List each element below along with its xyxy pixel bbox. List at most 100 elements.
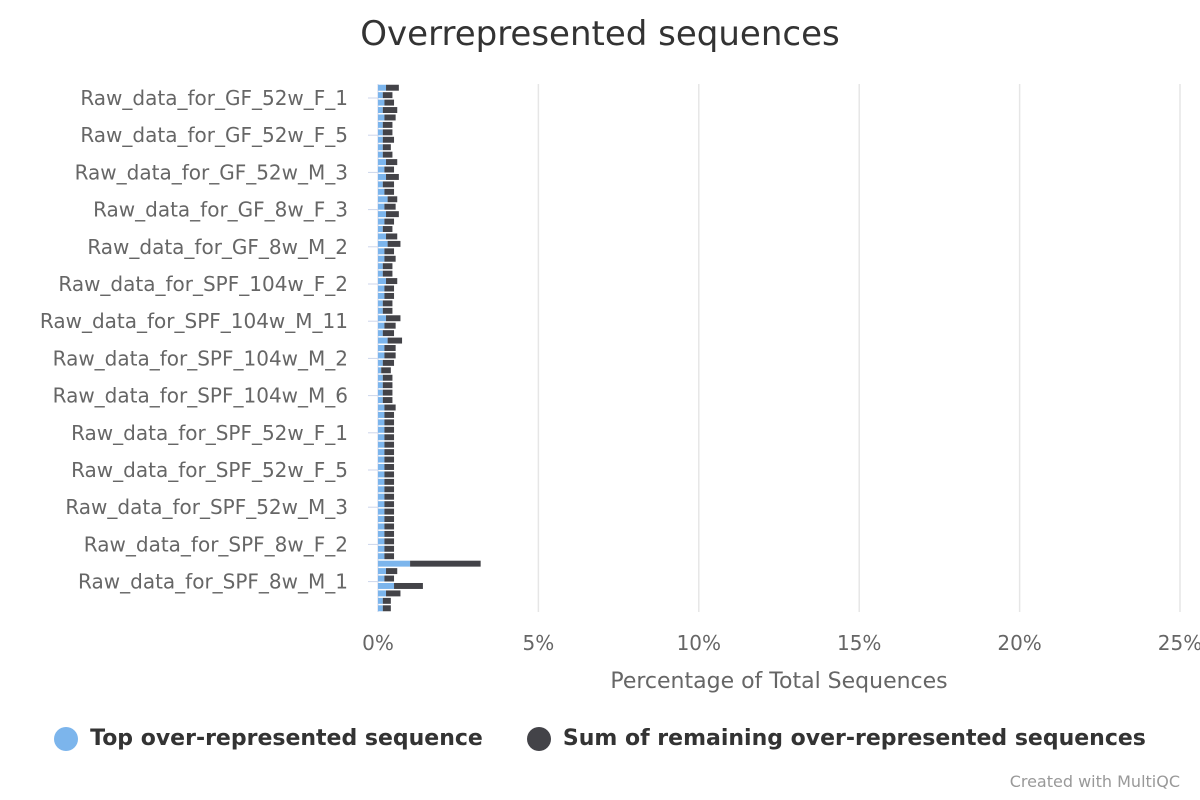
bar-top-sequence[interactable]	[378, 545, 385, 552]
bar-remaining-sequences[interactable]	[382, 129, 393, 136]
bar-remaining-sequences[interactable]	[386, 278, 398, 285]
bar-top-sequence[interactable]	[378, 471, 385, 478]
bar-remaining-sequences[interactable]	[384, 292, 395, 299]
bar-remaining-sequences[interactable]	[394, 582, 423, 589]
bar-top-sequence[interactable]	[378, 575, 385, 582]
bar-top-sequence[interactable]	[378, 151, 383, 158]
bar-remaining-sequences[interactable]	[386, 211, 399, 218]
bar-remaining-sequences[interactable]	[384, 516, 395, 523]
bar-top-sequence[interactable]	[378, 478, 385, 485]
bar-remaining-sequences[interactable]	[382, 136, 395, 143]
bar-remaining-sequences[interactable]	[386, 315, 401, 322]
bar-remaining-sequences[interactable]	[386, 233, 398, 240]
bar-top-sequence[interactable]	[378, 218, 385, 225]
bar-remaining-sequences[interactable]	[387, 240, 401, 247]
bar-top-sequence[interactable]	[378, 530, 385, 537]
bar-remaining-sequences[interactable]	[384, 188, 395, 195]
bar-top-sequence[interactable]	[378, 203, 385, 210]
bar-top-sequence[interactable]	[378, 426, 385, 433]
bar-top-sequence[interactable]	[378, 419, 385, 426]
bar-top-sequence[interactable]	[378, 374, 383, 381]
bar-top-sequence[interactable]	[378, 605, 383, 612]
bar-remaining-sequences[interactable]	[387, 337, 403, 344]
bar-remaining-sequences[interactable]	[384, 99, 395, 106]
bar-remaining-sequences[interactable]	[384, 501, 395, 508]
bar-top-sequence[interactable]	[378, 404, 385, 411]
bar-top-sequence[interactable]	[378, 590, 387, 597]
bar-remaining-sequences[interactable]	[384, 523, 395, 530]
bar-remaining-sequences[interactable]	[382, 92, 393, 99]
bar-remaining-sequences[interactable]	[384, 285, 395, 292]
bar-top-sequence[interactable]	[378, 486, 385, 493]
bar-top-sequence[interactable]	[378, 397, 383, 404]
bar-remaining-sequences[interactable]	[387, 196, 398, 203]
bar-top-sequence[interactable]	[378, 285, 385, 292]
bar-top-sequence[interactable]	[378, 597, 383, 604]
bar-top-sequence[interactable]	[378, 278, 387, 285]
bar-top-sequence[interactable]	[378, 240, 388, 247]
bar-remaining-sequences[interactable]	[384, 419, 395, 426]
bar-remaining-sequences[interactable]	[384, 575, 395, 582]
bar-top-sequence[interactable]	[378, 159, 387, 166]
bar-top-sequence[interactable]	[378, 92, 383, 99]
bar-remaining-sequences[interactable]	[382, 389, 393, 396]
legend-item-remaining-sequences[interactable]: Sum of remaining over-represented sequen…	[526, 726, 1146, 751]
bar-remaining-sequences[interactable]	[382, 597, 391, 604]
bar-top-sequence[interactable]	[378, 233, 387, 240]
bar-top-sequence[interactable]	[378, 292, 385, 299]
bar-remaining-sequences[interactable]	[382, 226, 393, 232]
bar-top-sequence[interactable]	[378, 352, 385, 359]
bar-top-sequence[interactable]	[378, 114, 385, 121]
bar-remaining-sequences[interactable]	[384, 248, 395, 255]
bar-remaining-sequences[interactable]	[384, 441, 395, 448]
bar-top-sequence[interactable]	[378, 263, 383, 270]
bar-top-sequence[interactable]	[378, 501, 385, 508]
bar-top-sequence[interactable]	[378, 434, 385, 441]
bar-remaining-sequences[interactable]	[382, 300, 393, 307]
bar-top-sequence[interactable]	[378, 345, 385, 351]
bar-top-sequence[interactable]	[378, 188, 385, 195]
bar-top-sequence[interactable]	[378, 464, 385, 470]
bar-remaining-sequences[interactable]	[384, 478, 395, 485]
bar-top-sequence[interactable]	[378, 411, 385, 418]
bar-remaining-sequences[interactable]	[384, 411, 395, 418]
bar-remaining-sequences[interactable]	[382, 107, 398, 114]
bar-top-sequence[interactable]	[378, 136, 383, 143]
bar-remaining-sequences[interactable]	[382, 382, 393, 389]
bar-remaining-sequences[interactable]	[382, 181, 395, 188]
bar-remaining-sequences[interactable]	[382, 374, 393, 381]
bar-top-sequence[interactable]	[378, 84, 387, 91]
bar-remaining-sequences[interactable]	[384, 166, 395, 173]
bar-top-sequence[interactable]	[378, 211, 387, 218]
bar-remaining-sequences[interactable]	[382, 330, 395, 337]
bar-top-sequence[interactable]	[378, 337, 388, 344]
bar-top-sequence[interactable]	[378, 389, 383, 396]
bar-top-sequence[interactable]	[378, 516, 385, 523]
bar-remaining-sequences[interactable]	[384, 553, 395, 560]
bar-remaining-sequences[interactable]	[384, 538, 395, 545]
bar-top-sequence[interactable]	[378, 99, 385, 106]
bar-remaining-sequences[interactable]	[382, 605, 391, 612]
bar-remaining-sequences[interactable]	[386, 159, 398, 166]
bar-top-sequence[interactable]	[378, 560, 411, 567]
bar-top-sequence[interactable]	[378, 359, 383, 366]
bar-top-sequence[interactable]	[378, 196, 388, 203]
bar-top-sequence[interactable]	[378, 456, 385, 463]
bar-top-sequence[interactable]	[378, 315, 387, 322]
bar-remaining-sequences[interactable]	[384, 345, 396, 351]
bar-top-sequence[interactable]	[378, 538, 385, 545]
bar-top-sequence[interactable]	[378, 226, 383, 232]
bar-remaining-sequences[interactable]	[384, 471, 395, 478]
bar-top-sequence[interactable]	[378, 307, 383, 314]
bar-top-sequence[interactable]	[378, 441, 385, 448]
bar-remaining-sequences[interactable]	[381, 367, 391, 374]
bar-top-sequence[interactable]	[378, 449, 385, 456]
bar-top-sequence[interactable]	[378, 553, 385, 560]
bar-remaining-sequences[interactable]	[410, 560, 481, 567]
bar-remaining-sequences[interactable]	[382, 307, 393, 314]
bar-remaining-sequences[interactable]	[384, 114, 396, 121]
bar-remaining-sequences[interactable]	[384, 456, 395, 463]
bar-top-sequence[interactable]	[378, 107, 383, 114]
bar-top-sequence[interactable]	[378, 322, 385, 329]
bar-remaining-sequences[interactable]	[382, 359, 395, 366]
